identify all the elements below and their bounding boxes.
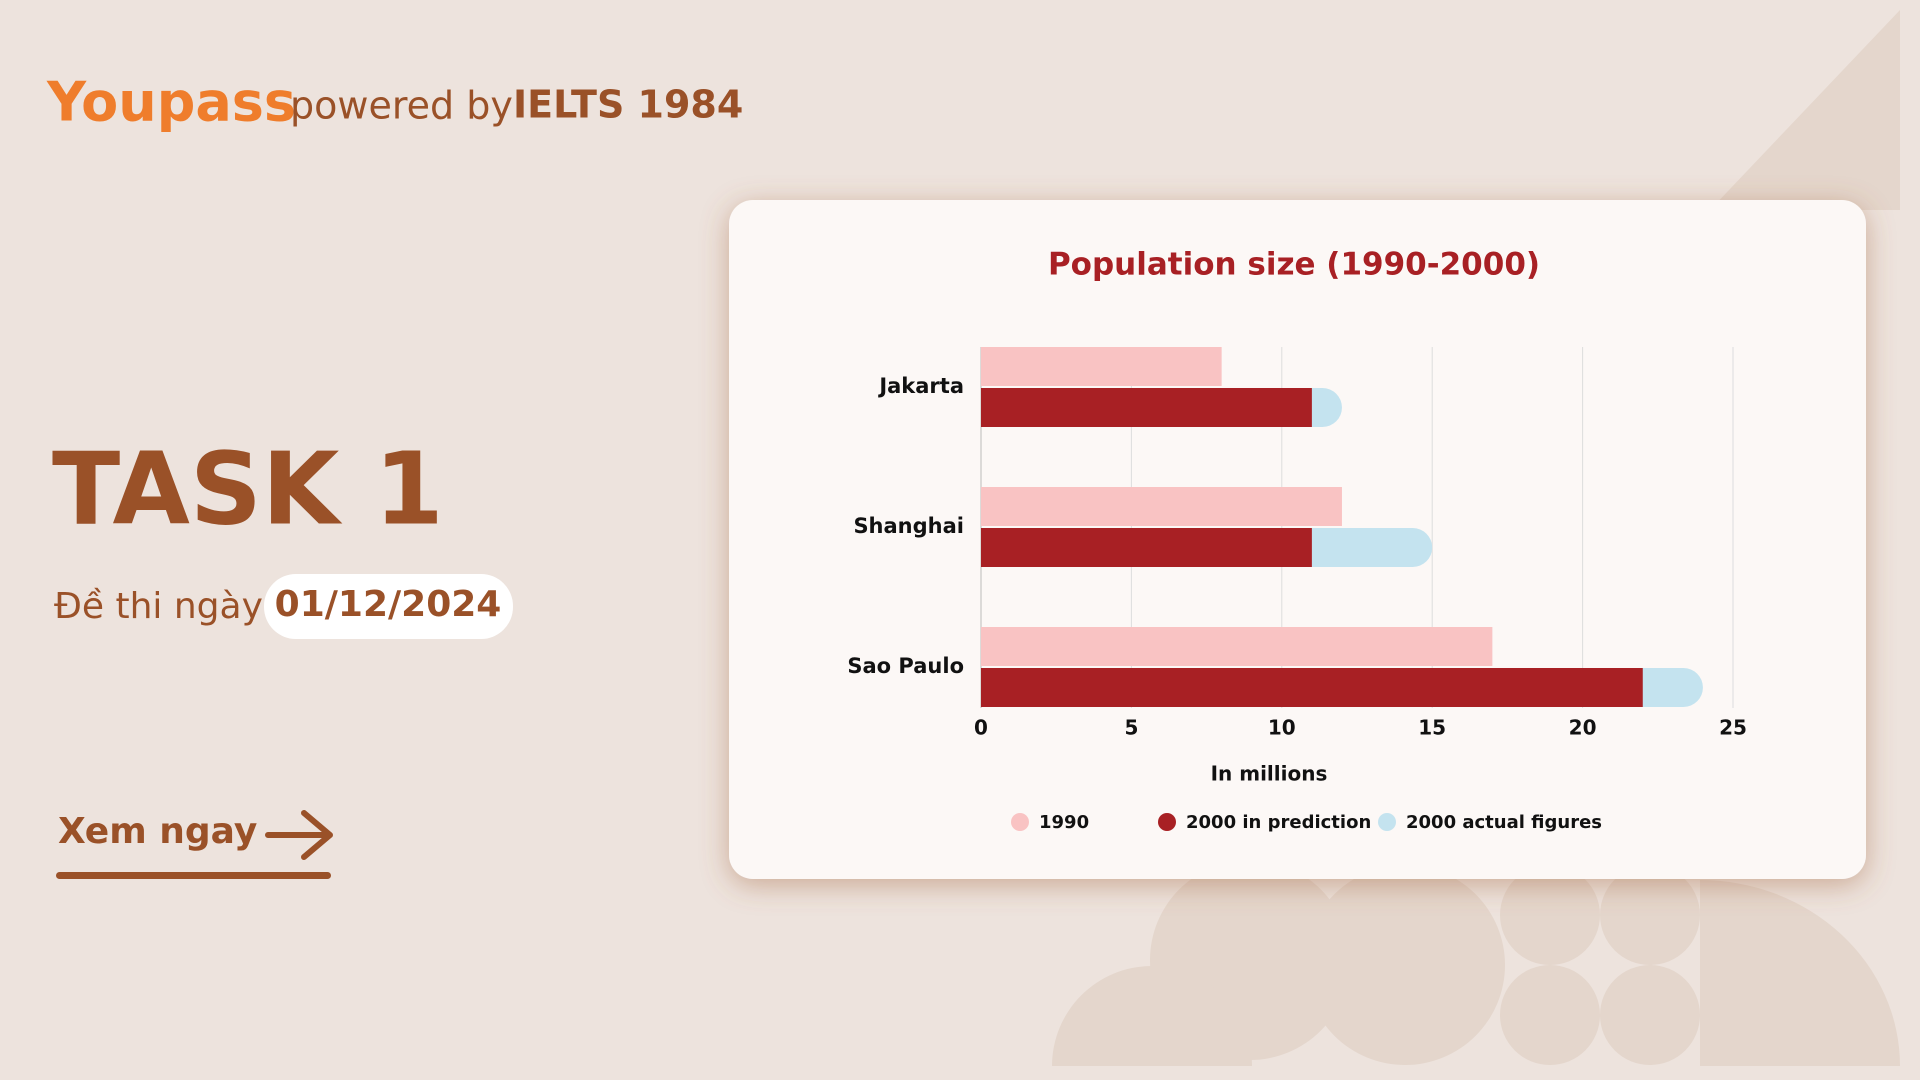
bar <box>981 528 1312 567</box>
legend-label: 2000 actual figures <box>1406 812 1602 833</box>
x-tick-label: 20 <box>1569 716 1597 740</box>
logo: Youpass <box>46 71 296 134</box>
x-tick-label: 0 <box>974 716 988 740</box>
x-axis-title: In millions <box>1211 762 1328 786</box>
cta-underline[interactable] <box>56 872 331 879</box>
y-tick-label: Jakarta <box>877 374 964 398</box>
x-tick-label: 5 <box>1124 716 1138 740</box>
task-title: TASK 1 <box>52 430 444 547</box>
bar <box>981 627 1493 666</box>
bar <box>981 388 1312 427</box>
legend-marker <box>1158 813 1176 831</box>
bar <box>981 668 1643 707</box>
legend-marker <box>1011 813 1029 831</box>
bar <box>981 347 1222 386</box>
powered-by: powered by <box>290 84 513 128</box>
date-label: Đề thi ngày <box>54 586 263 627</box>
plot: 0 5 10 15 20 25 Jakarta Shanghai Sao Paulo 1990 20… <box>847 347 1747 833</box>
bar <box>981 487 1342 526</box>
x-tick-label: 15 <box>1418 716 1446 740</box>
y-tick-label: Shanghai <box>853 514 964 538</box>
x-tick-label: 10 <box>1268 716 1296 740</box>
legend-label: 1990 <box>1039 812 1089 833</box>
legend-label: 2000 in prediction <box>1186 812 1371 833</box>
cta-arrow[interactable] <box>265 810 333 860</box>
cta-label[interactable]: Xem ngay <box>58 811 257 852</box>
y-tick-label: Sao Paulo <box>847 654 964 678</box>
brand: IELTS 1984 <box>513 83 743 127</box>
cta-button[interactable]: Xem ngay <box>56 810 333 879</box>
date-pill <box>264 574 513 639</box>
date: 01/12/2024 <box>275 584 502 625</box>
background-decor <box>1052 10 1900 1066</box>
legend-marker <box>1378 813 1396 831</box>
chart-title: Population size (1990-2000) <box>1048 247 1540 283</box>
x-tick-label: 25 <box>1719 716 1747 740</box>
